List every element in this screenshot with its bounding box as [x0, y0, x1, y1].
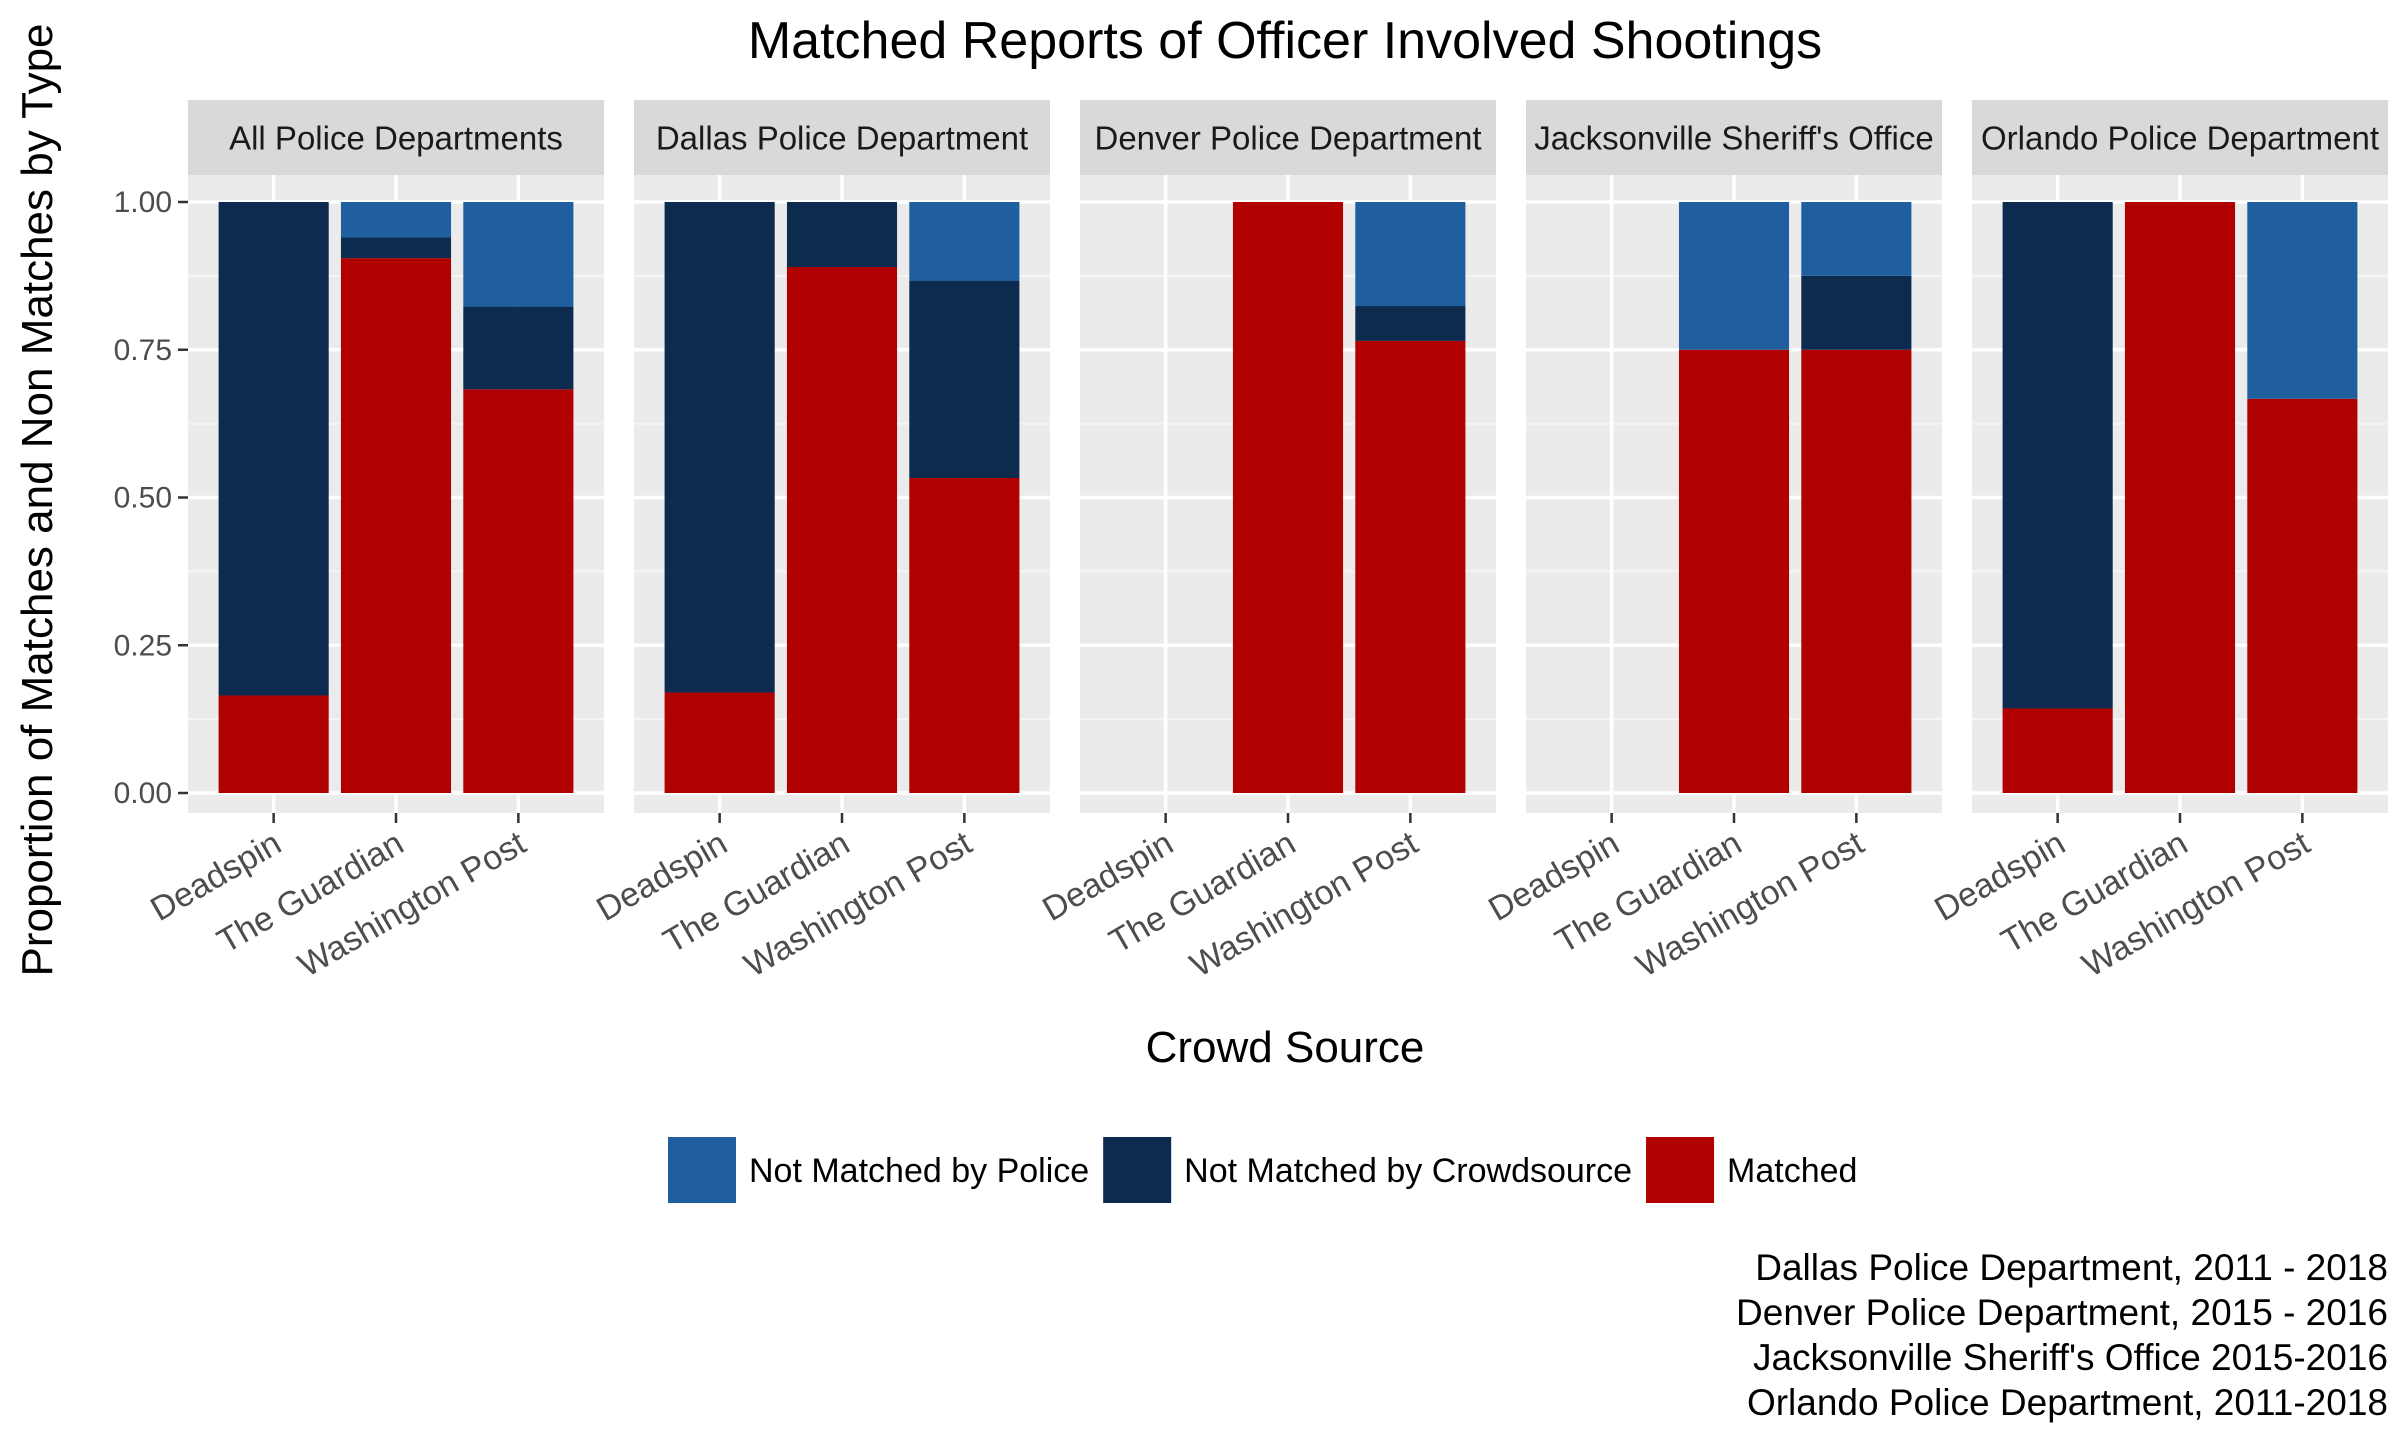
bar-the-guardian-not-matched-by-police — [340, 202, 452, 238]
bar-deadspin-not-matched-by-crowdsource — [218, 202, 329, 696]
y-tick-label: 0.75 — [114, 334, 172, 367]
facet-strip — [1080, 100, 1496, 175]
facet-strip-label: Dallas Police Department — [656, 120, 1028, 157]
legend-item-not-matched-by-police: Not Matched by Police — [668, 1137, 1089, 1203]
bar-washington-post-not-matched-by-police — [463, 202, 574, 307]
bar-the-guardian-matched — [340, 258, 452, 793]
bar-the-guardian-matched — [1232, 202, 1344, 793]
facet-strip — [1526, 100, 1942, 175]
bar-the-guardian-matched — [2124, 202, 2236, 793]
facet-strip-label: All Police Departments — [229, 120, 563, 157]
x-tick-label: Washington Post — [1184, 824, 1425, 985]
legend-label: Matched — [1727, 1152, 1857, 1190]
bar-washington-post-matched — [1801, 349, 1912, 793]
bar-washington-post-not-matched-by-crowdsource — [463, 306, 574, 390]
facet-strip-label: Jacksonville Sheriff's Office — [1534, 120, 1933, 157]
bar-washington-post-not-matched-by-crowdsource — [1801, 275, 1912, 350]
y-tick-label: 0.00 — [114, 777, 172, 810]
legend-label: Not Matched by Crowdsource — [1184, 1152, 1632, 1190]
bar-washington-post-matched — [463, 389, 574, 793]
bar-washington-post-not-matched-by-crowdsource — [909, 280, 1020, 478]
facet-strip — [1972, 100, 2388, 175]
y-axis: 0.00 0.25 0.50 0.75 1.00 — [114, 186, 188, 810]
bar-washington-post-matched — [1355, 340, 1466, 793]
chart-title: Matched Reports of Officer Involved Shoo… — [748, 12, 1822, 70]
bar-deadspin-not-matched-by-crowdsource — [664, 202, 775, 693]
bar-deadspin-not-matched-by-crowdsource — [2002, 202, 2113, 709]
caption: Dallas Police Department, 2011 - 2018Den… — [1736, 1247, 2388, 1423]
bar-the-guardian-matched — [786, 267, 898, 793]
caption-line: Dallas Police Department, 2011 - 2018 — [1755, 1247, 2388, 1288]
bar-washington-post-not-matched-by-police — [1355, 202, 1466, 307]
bar-washington-post-not-matched-by-police — [1801, 202, 1912, 276]
x-tick-label: Washington Post — [2076, 824, 2317, 985]
legend-item-matched: Matched — [1646, 1137, 1857, 1203]
legend-key — [1646, 1137, 1715, 1203]
legend-label: Not Matched by Police — [749, 1152, 1089, 1190]
y-tick-label: 1.00 — [114, 186, 172, 219]
x-tick-label: Washington Post — [292, 824, 533, 985]
caption-line: Jacksonville Sheriff's Office 2015-2016 — [1753, 1337, 2388, 1378]
bar-washington-post-not-matched-by-police — [2247, 202, 2358, 399]
bar-deadspin-matched — [2002, 708, 2113, 793]
caption-line: Orlando Police Department, 2011-2018 — [1747, 1382, 2388, 1423]
x-tick-label: Washington Post — [738, 824, 979, 985]
y-axis-title: Proportion of Matches and Non Matches by… — [13, 23, 62, 976]
bar-washington-post-not-matched-by-police — [909, 202, 1020, 281]
bar-the-guardian-not-matched-by-police — [1678, 202, 1790, 350]
bar-washington-post-not-matched-by-crowdsource — [1355, 306, 1466, 341]
caption-line: Denver Police Department, 2015 - 2016 — [1736, 1292, 2388, 1333]
bar-the-guardian-not-matched-by-crowdsource — [340, 237, 452, 259]
y-tick-label: 0.50 — [114, 482, 172, 515]
bar-deadspin-matched — [664, 692, 775, 793]
facet-panel-jacksonville-sheriff-s-office: Jacksonville Sheriff's OfficeDeadspinThe… — [1482, 100, 1942, 985]
legend-key — [1103, 1137, 1172, 1203]
bar-the-guardian-not-matched-by-crowdsource — [786, 202, 898, 268]
bar-the-guardian-matched — [1678, 349, 1790, 793]
facet-strip-label: Denver Police Department — [1094, 120, 1481, 157]
legend-key — [668, 1137, 736, 1203]
x-tick-label: Washington Post — [1630, 824, 1871, 985]
facet-strip — [188, 100, 604, 175]
bar-deadspin-matched — [218, 695, 329, 793]
legend: Not Matched by Police Not Matched by Crow… — [668, 1137, 1857, 1203]
x-axis-title: Crowd Source — [1146, 1023, 1425, 1072]
facet-strip — [634, 100, 1050, 175]
bar-washington-post-matched — [2247, 398, 2358, 793]
y-tick-label: 0.25 — [114, 629, 172, 662]
legend-item-not-matched-by-crowdsource: Not Matched by Crowdsource — [1103, 1137, 1632, 1203]
facet-strip-label: Orlando Police Department — [1981, 120, 2379, 157]
bar-washington-post-matched — [909, 477, 1020, 793]
